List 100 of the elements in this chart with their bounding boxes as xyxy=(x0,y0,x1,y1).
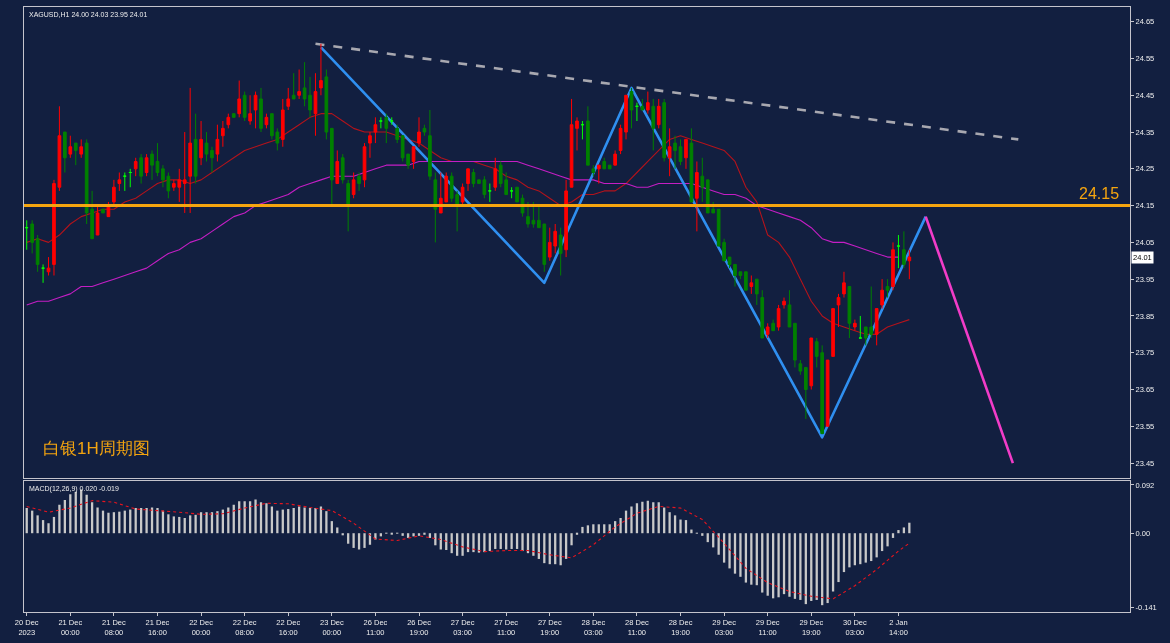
candlestick xyxy=(193,113,198,185)
bar xyxy=(619,517,622,534)
candlestick xyxy=(41,263,45,284)
bar xyxy=(739,533,742,577)
candlestick xyxy=(351,172,356,199)
candlestick xyxy=(128,168,133,188)
candlestick xyxy=(602,157,607,170)
bar xyxy=(581,526,584,534)
bar xyxy=(428,533,432,538)
candlestick xyxy=(803,366,808,420)
candlestick xyxy=(880,278,884,310)
bar xyxy=(641,501,644,534)
candlestick xyxy=(79,138,84,159)
bar xyxy=(167,514,170,534)
candlestick xyxy=(798,359,803,376)
candlestick xyxy=(776,304,781,332)
candlestick xyxy=(291,72,296,100)
candlestick xyxy=(853,319,857,332)
candlestick xyxy=(329,127,334,207)
candlestick xyxy=(580,120,585,140)
bar xyxy=(417,533,421,536)
candlestick xyxy=(30,219,35,254)
candlestick xyxy=(831,308,835,357)
bar xyxy=(826,533,829,604)
bar xyxy=(728,533,731,569)
candlestick xyxy=(411,146,416,170)
bar xyxy=(145,508,148,534)
ref-line-label: 24.15 xyxy=(1079,185,1120,202)
bar xyxy=(864,533,867,563)
candlestick xyxy=(493,157,498,192)
candlestick xyxy=(466,168,470,192)
bar xyxy=(521,533,524,552)
candlestick xyxy=(460,183,465,207)
bar xyxy=(352,533,355,548)
candlestick xyxy=(662,98,667,162)
candlestick xyxy=(836,293,841,328)
candlestick xyxy=(667,127,672,177)
candlestick xyxy=(368,131,372,159)
bar xyxy=(848,533,851,568)
candlestick xyxy=(858,315,863,339)
bar xyxy=(47,523,50,534)
candlestick xyxy=(700,157,705,203)
candlestick xyxy=(46,256,51,276)
bar xyxy=(401,533,404,536)
candlestick xyxy=(150,149,154,181)
bar xyxy=(314,508,317,534)
candlestick xyxy=(122,172,127,192)
line-series xyxy=(26,500,910,600)
bar xyxy=(788,533,791,597)
candlestick xyxy=(678,138,683,166)
bar xyxy=(96,507,99,534)
bar xyxy=(777,533,780,598)
candlestick xyxy=(765,322,770,339)
bar xyxy=(532,533,535,556)
candlestick xyxy=(613,149,617,166)
candlestick xyxy=(793,322,797,368)
candlestick xyxy=(226,113,231,129)
candlestick xyxy=(253,91,258,129)
candlestick xyxy=(188,87,193,214)
candlestick xyxy=(199,120,203,166)
candlestick xyxy=(515,186,519,203)
candlestick xyxy=(771,319,775,332)
candlestick xyxy=(313,72,318,137)
candlestick xyxy=(433,172,438,243)
candlestick xyxy=(357,172,361,192)
bar xyxy=(472,533,475,553)
candlestick xyxy=(487,183,492,203)
candlestick xyxy=(891,241,895,291)
bar xyxy=(837,533,840,583)
candlestick xyxy=(24,219,29,251)
candlestick xyxy=(215,124,220,162)
bar xyxy=(592,524,595,534)
candlestick xyxy=(95,205,100,236)
bar xyxy=(701,533,704,536)
candlestick xyxy=(591,164,596,177)
bar xyxy=(216,511,219,534)
candlestick xyxy=(280,98,285,148)
bar xyxy=(510,533,513,549)
candlestick xyxy=(182,131,187,214)
candlestick xyxy=(155,142,160,177)
candlestick xyxy=(417,116,421,148)
bar xyxy=(325,511,328,534)
candlestick xyxy=(139,153,143,185)
bar xyxy=(603,524,606,534)
candlestick xyxy=(68,135,73,159)
annotation: 白银1H周期图 xyxy=(43,439,150,458)
candlestick xyxy=(384,113,389,144)
candlestick xyxy=(112,179,116,207)
bar xyxy=(347,533,350,544)
candlestick xyxy=(324,69,329,140)
candlestick xyxy=(586,105,590,166)
bar xyxy=(679,519,682,534)
bar xyxy=(423,532,426,535)
candlestick xyxy=(640,98,645,111)
candlestick xyxy=(744,271,748,291)
line-series xyxy=(26,160,899,306)
bar xyxy=(363,533,366,548)
candlestick xyxy=(237,80,242,118)
candlestick xyxy=(221,120,225,148)
candlestick xyxy=(346,179,351,232)
